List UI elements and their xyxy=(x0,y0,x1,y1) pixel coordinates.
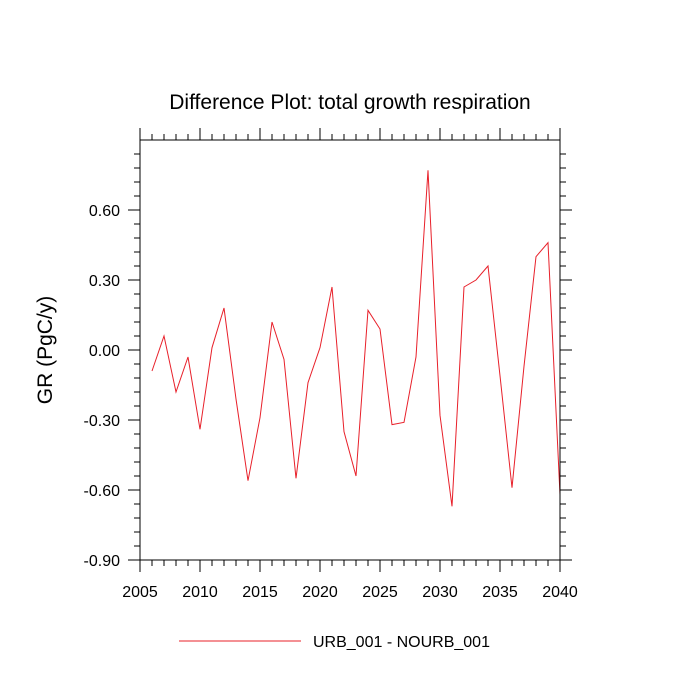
series-layer xyxy=(151,170,561,507)
x-tick-label: 2015 xyxy=(242,584,278,601)
plot-frame xyxy=(139,139,561,561)
x-tick-label: 2035 xyxy=(482,584,518,601)
y-tick-label: -0.60 xyxy=(84,483,121,500)
x-tick-label: 2030 xyxy=(422,584,458,601)
y-axis-label: GR (PgC/y) xyxy=(34,296,57,405)
y-tick-label: 0.30 xyxy=(89,273,120,290)
chart-title: Difference Plot: total growth respiratio… xyxy=(169,91,530,114)
axis-ticks: 2005 2010 2015 2020 2025 2030 2035 2040 -0.90 -0.… xyxy=(84,128,578,601)
y-tick-label: -0.90 xyxy=(84,553,121,570)
legend-label: URB_001 - NOURB_001 xyxy=(313,634,490,651)
y-tick-label: 0.60 xyxy=(89,203,120,220)
y-tick-label: -0.30 xyxy=(84,413,121,430)
series-line xyxy=(151,170,561,507)
y-tick-label: 0.00 xyxy=(89,343,120,360)
x-tick-label: 2005 xyxy=(122,584,158,601)
legend: URB_001 - NOURB_001 xyxy=(179,634,490,651)
x-tick-label: 2040 xyxy=(542,584,578,601)
x-tick-label: 2010 xyxy=(182,584,218,601)
x-tick-label: 2025 xyxy=(362,584,398,601)
x-tick-label: 2020 xyxy=(302,584,338,601)
